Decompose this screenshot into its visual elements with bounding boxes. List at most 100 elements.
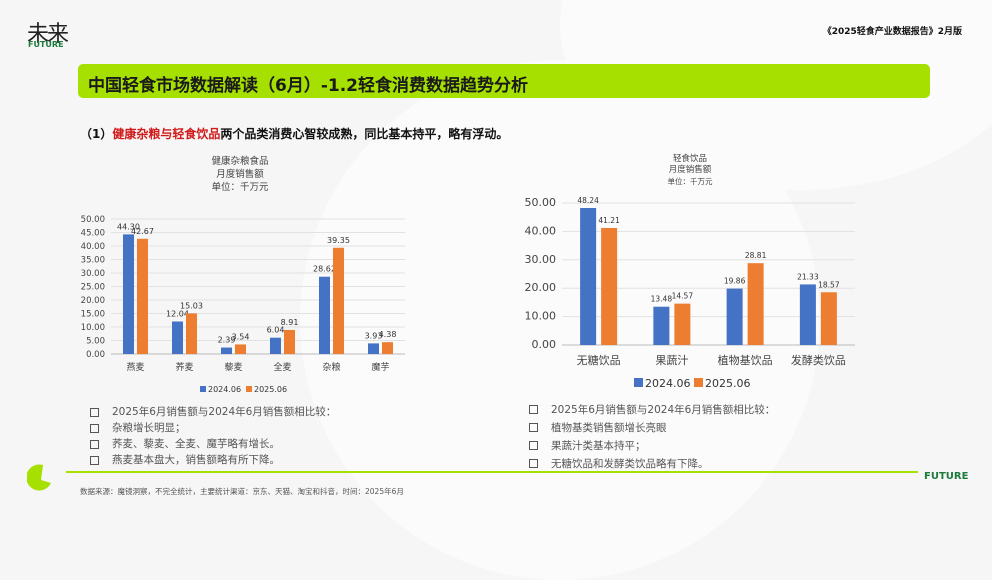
corner-logo-icon: [27, 464, 51, 491]
subhead-highlight: 健康杂粮与轻食饮品: [112, 127, 221, 141]
data-label: 3.93: [365, 331, 383, 340]
y-tick-label: 10.00: [81, 323, 105, 333]
footer-brand: FUTURE: [924, 471, 969, 482]
y-tick-label: 20.00: [525, 281, 557, 294]
bar: [799, 284, 816, 345]
bar: [726, 288, 743, 345]
data-label: 12.04: [166, 309, 189, 318]
y-tick-label: 0.00: [532, 338, 557, 351]
y-tick-label: 10.00: [525, 310, 557, 323]
note-item: 2025年6月销售额与2024年6月销售额相比较：: [527, 401, 775, 419]
bar: [137, 238, 148, 354]
y-tick-label: 35.00: [81, 256, 105, 266]
note-item: 无糖饮品和发酵类饮品略有下降。: [527, 455, 775, 473]
legend-swatch: [200, 386, 206, 392]
note-item: 植物基类销售额增长亮眼: [527, 419, 775, 437]
bar: [601, 227, 618, 345]
bar: [123, 234, 134, 354]
bar: [319, 276, 330, 354]
y-tick-label: 45.00: [81, 229, 105, 239]
data-label: 4.38: [379, 330, 397, 339]
chart-title-line: 月度销售额: [216, 169, 264, 180]
data-label: 41.21: [598, 216, 620, 225]
chart-title-line: 单位：千万元: [211, 182, 269, 193]
bar: [235, 344, 246, 354]
bar: [747, 263, 764, 345]
data-source: 数据来源：魔镜洞察，不完全统计，主要统计渠道：京东、天猫、淘宝和抖音，时间：20…: [80, 487, 404, 496]
bar: [368, 343, 379, 354]
data-label: 3.54: [232, 332, 250, 341]
chart-title-line: 健康杂粮食品: [211, 156, 269, 167]
x-tick-label: 全麦: [273, 361, 291, 373]
x-tick-label: 发酵类饮品: [791, 353, 846, 367]
legend-label: 2024.06: [208, 385, 241, 394]
subhead-prefix: （1）: [80, 127, 113, 141]
legend-label: 2025.06: [705, 377, 751, 390]
bar: [221, 347, 232, 354]
legend-label: 2025.06: [254, 385, 287, 394]
data-label: 28.62: [313, 265, 336, 274]
x-tick-label: 杂粮: [322, 361, 340, 373]
chart-title-line: 单位：千万元: [667, 177, 713, 186]
data-label: 39.35: [327, 236, 350, 245]
footer-divider: [66, 471, 918, 473]
legend-swatch: [634, 378, 643, 387]
y-tick-label: 40.00: [81, 242, 105, 252]
y-tick-label: 50.00: [81, 215, 105, 225]
x-tick-label: 果蔬汁: [655, 354, 688, 367]
note-item: 杂粮增长明显；: [88, 420, 336, 436]
data-label: 13.48: [651, 295, 673, 304]
legend-swatch: [694, 378, 703, 387]
report-title: 《2025轻食产业数据报告》2月版: [822, 27, 962, 37]
chart-title-line: 轻食饮品: [672, 154, 707, 164]
y-tick-label: 25.00: [81, 283, 105, 293]
title-banner: [78, 64, 930, 98]
chart-title-line: 月度销售额: [668, 165, 712, 175]
bar: [382, 342, 393, 354]
charts-canvas: 0.00 5.00 10.00 15.00 20.00 25.00 30.00 35.00 40…: [81, 196, 855, 394]
note-item: 2025年6月销售额与2024年6月销售额相比较：: [88, 404, 336, 420]
bar: [820, 292, 837, 345]
data-label: 44.30: [117, 222, 140, 231]
bar: [333, 247, 344, 354]
chart-title-right: 轻食饮品 月度销售额 单位：千万元: [640, 154, 740, 187]
bar: [674, 303, 691, 345]
x-tick-label: 无糖饮品: [577, 353, 621, 367]
x-tick-label: 魔芋: [371, 361, 389, 373]
data-label: 28.81: [745, 251, 767, 260]
legend-swatch: [246, 386, 252, 392]
note-item: 果蔬汁类基本持平；: [527, 437, 775, 455]
legend-label: 2024.06: [645, 377, 691, 390]
data-label: 14.57: [672, 292, 694, 301]
bar: [270, 337, 281, 354]
y-tick-label: 30.00: [525, 253, 557, 266]
x-tick-label: 燕麦: [126, 361, 144, 373]
x-tick-label: 荞麦: [175, 361, 193, 373]
data-label: 8.91: [281, 318, 299, 327]
bar: [186, 313, 197, 354]
bar: [580, 207, 597, 345]
y-tick-label: 5.00: [86, 337, 105, 347]
logo-en: FUTURE: [28, 40, 64, 49]
data-label: 42.67: [131, 227, 154, 236]
data-label: 19.86: [724, 277, 746, 286]
page-title: 中国轻食市场数据解读（6月）-1.2轻食消费数据趋势分析: [88, 76, 528, 96]
y-tick-label: 40.00: [525, 224, 557, 237]
subheading: （1）健康杂粮与轻食饮品两个品类消费心智较成熟，同比基本持平，略有浮动。: [80, 125, 508, 142]
logo: 未来: [27, 22, 69, 47]
x-tick-label: 藜麦: [224, 361, 242, 373]
y-tick-label: 20.00: [81, 296, 105, 306]
notes-right: 2025年6月销售额与2024年6月销售额相比较： 植物基类销售额增长亮眼 果蔬…: [527, 401, 775, 473]
y-tick-label: 50.00: [525, 196, 557, 209]
note-item: 荞麦、藜麦、全麦、魔芋略有增长。: [88, 436, 336, 452]
data-label: 15.03: [180, 301, 203, 310]
x-tick-label: 植物基饮品: [718, 353, 773, 367]
bar: [284, 329, 295, 354]
notes-left: 2025年6月销售额与2024年6月销售额相比较： 杂粮增长明显； 荞麦、藜麦、…: [88, 404, 336, 468]
data-label: 2.39: [218, 336, 236, 345]
subhead-rest: 两个品类消费心智较成熟，同比基本持平，略有浮动。: [220, 127, 509, 141]
bar: [172, 321, 183, 354]
data-label: 21.33: [797, 272, 819, 281]
y-tick-label: 0.00: [86, 350, 105, 360]
y-tick-label: 15.00: [81, 310, 105, 320]
